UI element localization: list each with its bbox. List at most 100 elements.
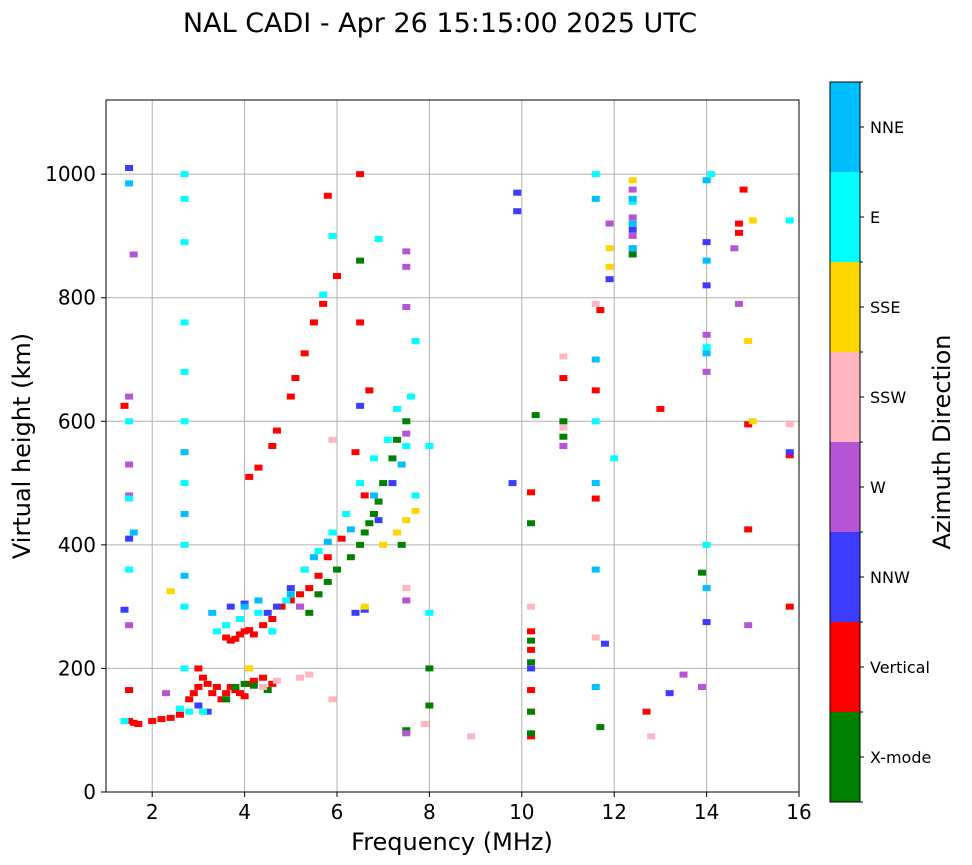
data-point [466, 733, 475, 740]
y-tick-label: 1000 [45, 162, 96, 186]
data-point [180, 603, 189, 610]
data-point [628, 198, 637, 205]
data-point [402, 443, 411, 449]
data-point [249, 682, 258, 689]
series-nne [125, 177, 711, 690]
data-point [222, 696, 231, 703]
data-point [559, 353, 568, 360]
data-point [785, 217, 794, 224]
data-point [702, 368, 711, 375]
data-point [702, 350, 711, 357]
data-point [591, 171, 600, 178]
data-point [411, 337, 420, 344]
x-tick-label: 4 [238, 800, 251, 824]
data-point [356, 480, 365, 487]
data-point [605, 220, 614, 227]
data-point [702, 239, 711, 246]
data-point [679, 671, 688, 678]
colorbar-tick-label: W [870, 478, 886, 497]
data-point [286, 597, 295, 604]
data-point [591, 566, 600, 573]
data-point [245, 627, 254, 634]
data-point [323, 192, 332, 199]
data-point [527, 520, 536, 527]
series-vertical [120, 171, 794, 740]
data-point [702, 257, 711, 264]
data-point [356, 402, 365, 409]
colorbar-swatch [830, 532, 860, 622]
data-point [208, 690, 217, 697]
data-point [702, 331, 711, 338]
data-point [628, 226, 637, 233]
data-point [208, 609, 217, 616]
data-point [628, 245, 637, 252]
data-point [420, 721, 429, 728]
data-point [360, 606, 369, 613]
data-point [162, 690, 171, 697]
data-point [277, 603, 286, 610]
data-point [180, 572, 189, 579]
grid-lines [106, 100, 800, 793]
data-point [296, 674, 305, 681]
colorbar-swatch [830, 172, 860, 262]
data-point [166, 714, 175, 721]
data-point [125, 461, 134, 468]
series-nnw [120, 164, 794, 715]
colorbar-swatch [830, 622, 860, 712]
data-point [527, 687, 536, 694]
data-point [610, 455, 619, 462]
data-point [647, 733, 656, 740]
data-point [235, 631, 244, 638]
data-point [125, 717, 134, 724]
data-point [226, 637, 235, 644]
data-point [323, 554, 332, 561]
data-point [411, 507, 420, 514]
data-point [402, 585, 411, 592]
data-point [259, 674, 268, 681]
data-point [730, 245, 739, 252]
data-point [134, 721, 143, 728]
data-point [402, 263, 411, 270]
data-point [254, 609, 263, 616]
x-tick-label: 2 [146, 800, 159, 824]
data-point [559, 375, 568, 382]
data-point [249, 677, 258, 684]
data-point [351, 449, 360, 456]
data-point [199, 674, 208, 681]
data-point [180, 171, 189, 178]
data-point [268, 616, 277, 622]
data-point [180, 449, 189, 456]
data-point [702, 282, 711, 289]
series-x-mode [222, 251, 706, 737]
data-point [383, 436, 392, 443]
data-point [309, 319, 318, 326]
data-point [559, 418, 568, 425]
colorbar-tick-label: NNE [870, 118, 904, 137]
data-point [402, 597, 411, 604]
data-point [406, 393, 415, 400]
data-point [166, 588, 175, 595]
data-point [393, 436, 402, 443]
data-point [217, 696, 226, 703]
data-point [734, 229, 743, 236]
data-point [513, 208, 522, 215]
data-point [231, 687, 240, 694]
data-point [785, 603, 794, 610]
data-point [365, 387, 374, 394]
data-point [785, 421, 794, 428]
data-point [527, 733, 536, 740]
data-point [702, 619, 711, 626]
data-point [425, 609, 434, 616]
series-sse [166, 177, 757, 672]
x-axis-label: Frequency (MHz) [351, 828, 553, 856]
data-point [374, 517, 383, 524]
data-point [402, 418, 411, 425]
data-point [628, 214, 637, 221]
data-point [222, 690, 231, 697]
data-point [337, 535, 346, 542]
data-point [785, 452, 794, 459]
data-point [222, 634, 231, 641]
data-point [231, 635, 240, 642]
data-point [226, 603, 235, 610]
